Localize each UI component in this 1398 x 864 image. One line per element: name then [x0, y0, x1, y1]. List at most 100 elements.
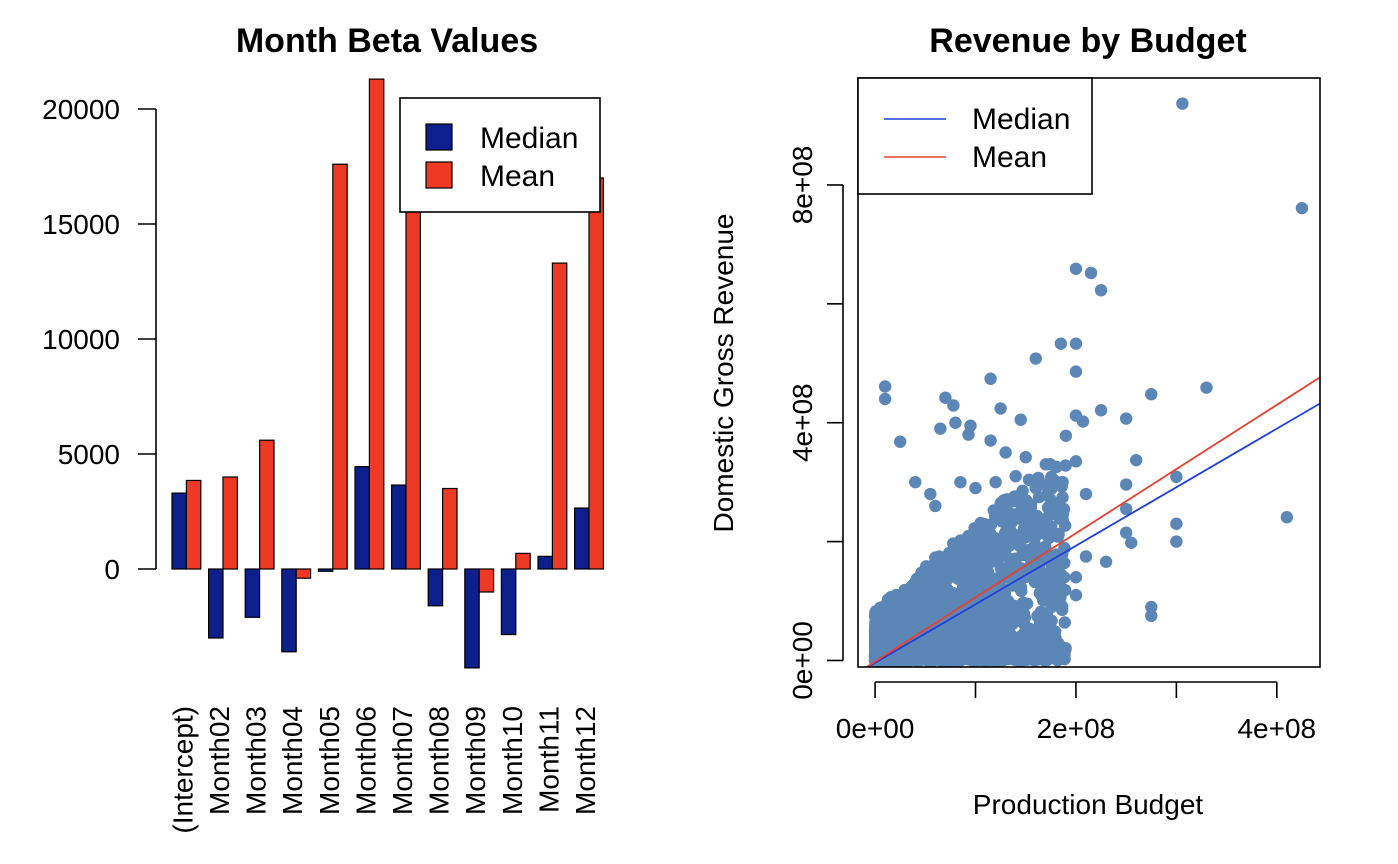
bar-median-month09 [465, 569, 479, 668]
data-point [1170, 535, 1182, 547]
x-tick-label: Month10 [497, 706, 528, 815]
data-point [1016, 491, 1028, 503]
data-point [902, 588, 914, 600]
data-point [962, 626, 974, 638]
data-point [999, 446, 1011, 458]
data-point [1043, 505, 1055, 517]
legend-label-mean-2: Mean [972, 141, 1047, 174]
data-point [909, 476, 921, 488]
data-point [941, 595, 953, 607]
chart2-y-tick-label: 8e+08 [787, 146, 818, 225]
data-point [879, 393, 891, 405]
data-point [1060, 430, 1072, 442]
bar-mean-month03 [260, 440, 274, 569]
chart2-y-axis: 0e+004e+088e+08 [787, 146, 843, 700]
data-point [1145, 610, 1157, 622]
bar-median-month12 [575, 508, 589, 569]
data-point [991, 645, 1003, 657]
bar-median-month11 [538, 556, 552, 569]
chart2-y-label: Domestic Gross Revenue [708, 213, 739, 532]
data-point [1070, 365, 1082, 377]
data-point [961, 545, 973, 557]
chart1-x-labels: (Intercept) Month02 Month03 Month04 Month05 M… [167, 706, 601, 834]
data-point [1043, 615, 1055, 627]
data-point [1040, 587, 1052, 599]
chart2-y-tick-label: 0e+00 [787, 621, 818, 700]
data-point [1296, 202, 1308, 214]
data-point [1009, 470, 1021, 482]
bar-mean-month10 [516, 553, 530, 569]
bar-median-month02 [209, 569, 223, 638]
data-point [1077, 415, 1089, 427]
data-point [1120, 478, 1132, 490]
data-point [1028, 627, 1040, 639]
data-point [1080, 550, 1092, 562]
x-tick-label: Month04 [277, 706, 308, 815]
data-point [969, 610, 981, 622]
chart2-x-label: Production Budget [973, 789, 1204, 820]
data-point [1050, 461, 1062, 473]
chart1-y-tick-label: 20000 [42, 94, 120, 125]
data-point [908, 620, 920, 632]
x-tick-label: Month11 [533, 706, 564, 813]
data-point [1200, 381, 1212, 393]
data-point [997, 498, 1009, 510]
data-point [1120, 526, 1132, 538]
data-point [1033, 491, 1045, 503]
data-point [927, 598, 939, 610]
bar-median-month03 [245, 569, 259, 617]
chart1-legend-box [400, 98, 600, 212]
chart2-x-tick-label: 4e+08 [1237, 713, 1316, 744]
bar-mean-month08 [443, 489, 457, 570]
data-point [901, 606, 913, 618]
bar-median-month06 [355, 467, 369, 569]
data-point [1055, 476, 1067, 488]
data-point [1085, 267, 1097, 279]
data-point [1056, 600, 1068, 612]
bar-mean-month04 [296, 569, 310, 578]
chart1-y-tick-label: 10000 [42, 324, 120, 355]
legend-label-mean: Mean [480, 160, 555, 193]
data-point [949, 417, 961, 429]
data-point [1020, 451, 1032, 463]
month-beta-chart: Month Beta Values 0 5000 10000 15000 20000 (… [42, 22, 603, 834]
chart2-legend: Median Mean [858, 78, 1092, 194]
data-point [1281, 511, 1293, 523]
data-point [872, 645, 884, 657]
data-point [994, 536, 1006, 548]
chart2-title: Revenue by Budget [929, 22, 1246, 60]
data-point [1095, 284, 1107, 296]
data-point [1009, 609, 1021, 621]
x-tick-label: Month03 [241, 706, 272, 815]
data-point [1059, 616, 1071, 628]
chart2-x-tick-label: 2e+08 [1037, 713, 1116, 744]
bar-median-month05 [318, 569, 332, 571]
data-point [879, 380, 891, 392]
bar-mean-month12 [589, 178, 603, 569]
legend-label-median: Median [480, 122, 578, 155]
bar-mean-month09 [479, 569, 493, 592]
data-point [933, 576, 945, 588]
bar-median-month07 [392, 485, 406, 569]
data-point [1070, 337, 1082, 349]
x-tick-label: Month12 [570, 706, 601, 815]
data-point [929, 500, 941, 512]
data-point [989, 476, 1001, 488]
data-point [970, 581, 982, 593]
revenue-budget-chart: Revenue by Budget 0e+00 2e+08 4e+08 0e+004… [708, 22, 1320, 820]
data-point [952, 573, 964, 585]
data-point [1015, 599, 1027, 611]
data-point [979, 555, 991, 567]
data-point [936, 552, 948, 564]
data-point [1130, 454, 1142, 466]
data-point [1023, 508, 1035, 520]
data-point [996, 607, 1008, 619]
bar-mean-intercept [186, 480, 200, 569]
data-point [986, 597, 998, 609]
legend-label-median-2: Median [972, 103, 1070, 136]
legend-swatch-mean [426, 162, 452, 188]
data-point [944, 643, 956, 655]
data-point [924, 488, 936, 500]
chart2-x-tick-label: 0e+00 [836, 713, 915, 744]
